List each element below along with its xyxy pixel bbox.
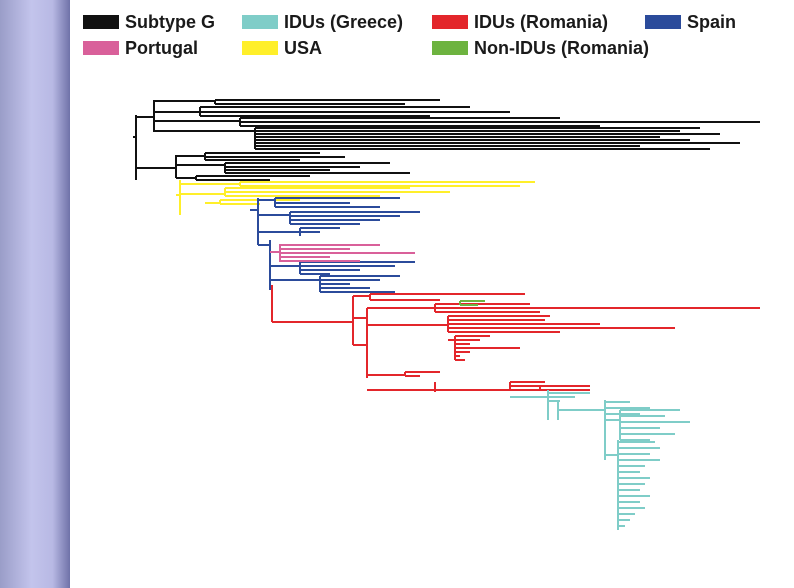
legend-label: IDUs (Romania) xyxy=(474,11,609,32)
legend-label: Portugal xyxy=(125,37,199,58)
clade-usa xyxy=(176,180,535,215)
side-bar xyxy=(0,0,70,588)
legend-swatch xyxy=(645,15,681,29)
clade-non-idus-romania xyxy=(459,300,485,306)
legend-swatch xyxy=(432,41,468,55)
legend: Subtype G IDUs (Greece) IDUs (Romania) S… xyxy=(0,0,794,70)
legend-item-spain: Spain xyxy=(645,12,736,32)
legend-item-portugal: Portugal xyxy=(83,38,198,58)
legend-item-non-idus-romania: Non-IDUs (Romania) xyxy=(432,38,649,58)
legend-swatch xyxy=(83,15,119,29)
legend-label: Spain xyxy=(687,11,737,32)
clade-idus-greece xyxy=(510,390,690,530)
legend-item-idus-romania: IDUs (Romania) xyxy=(432,12,608,32)
legend-item-subtype-g: Subtype G xyxy=(83,12,215,32)
legend-label: Non-IDUs (Romania) xyxy=(474,37,649,58)
legend-swatch xyxy=(83,41,119,55)
legend-swatch xyxy=(242,15,278,29)
clade-portugal xyxy=(270,244,415,262)
clade-subtype-g xyxy=(133,99,760,181)
clade-idus-romania xyxy=(271,285,760,392)
legend-swatch xyxy=(242,41,278,55)
legend-swatch xyxy=(432,15,468,29)
legend-label: Subtype G xyxy=(125,11,216,32)
legend-item-usa: USA xyxy=(242,38,322,58)
legend-label: IDUs (Greece) xyxy=(284,11,404,32)
legend-item-idus-greece: IDUs (Greece) xyxy=(242,12,403,32)
legend-label: USA xyxy=(284,37,323,58)
